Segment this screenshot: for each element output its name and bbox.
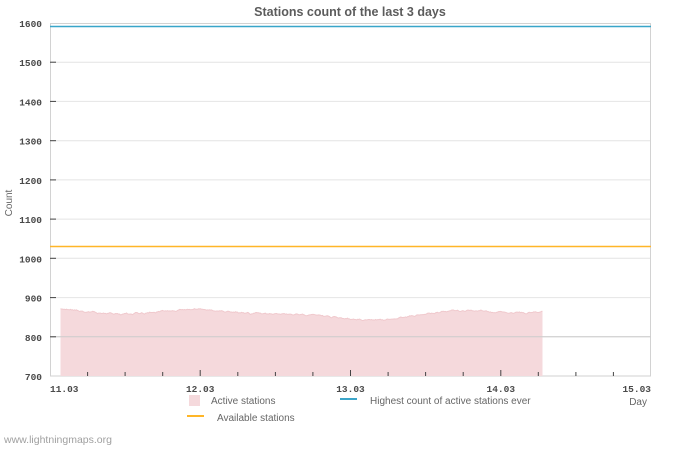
- svg-text:900: 900: [25, 294, 42, 305]
- svg-text:12.03: 12.03: [186, 384, 215, 395]
- svg-text:1000: 1000: [19, 254, 42, 265]
- svg-text:Count: Count: [4, 189, 15, 216]
- svg-text:1300: 1300: [19, 137, 42, 148]
- svg-text:13.03: 13.03: [336, 384, 365, 395]
- svg-text:1100: 1100: [19, 215, 42, 226]
- svg-text:700: 700: [25, 372, 42, 383]
- svg-text:1400: 1400: [19, 97, 42, 108]
- svg-text:15.03: 15.03: [622, 384, 651, 395]
- svg-text:1500: 1500: [19, 58, 42, 69]
- svg-text:14.03: 14.03: [487, 384, 516, 395]
- svg-text:800: 800: [25, 333, 42, 344]
- svg-text:1200: 1200: [19, 176, 42, 187]
- svg-text:1600: 1600: [19, 19, 42, 30]
- svg-text:11.03: 11.03: [50, 384, 79, 395]
- svg-text:Day: Day: [629, 397, 647, 408]
